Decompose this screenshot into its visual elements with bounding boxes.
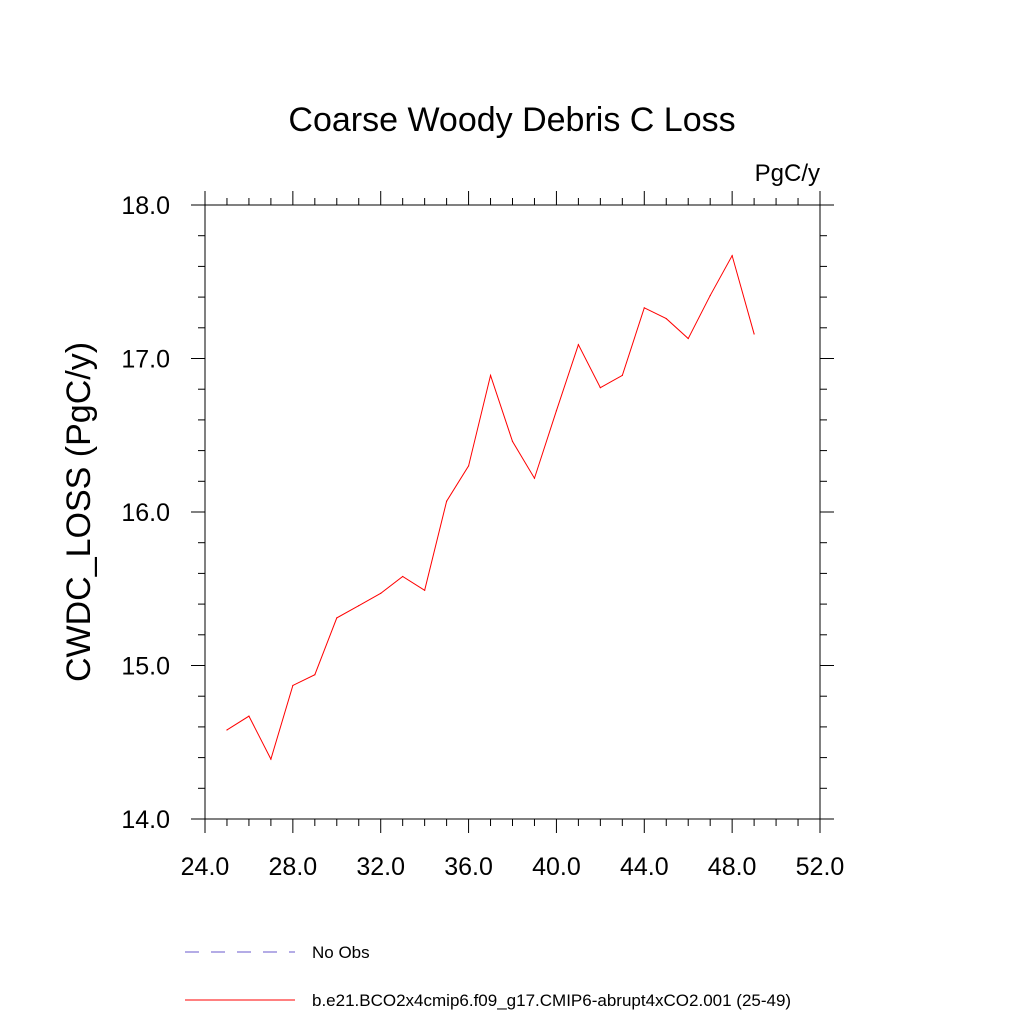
data-point (467, 465, 470, 467)
data-point (599, 387, 601, 389)
y-tick-label: 14.0 (121, 806, 170, 834)
legend: No Obs b.e21.BCO2x4cmip6.f09_g17.CMIP6-ab… (185, 943, 791, 1010)
legend-label: b.e21.BCO2x4cmip6.f09_g17.CMIP6-abrupt4x… (312, 991, 791, 1010)
data-point (446, 500, 448, 502)
y-tick-label: 15.0 (121, 653, 170, 681)
x-tick-label: 32.0 (356, 853, 405, 881)
x-tick-label: 52.0 (796, 853, 845, 881)
data-point (336, 617, 338, 619)
data-point (270, 758, 272, 760)
data-point (248, 715, 250, 717)
x-tick-label: 28.0 (269, 853, 318, 881)
data-point (555, 410, 558, 412)
series-line (226, 254, 755, 761)
chart-title: Coarse Woody Debris C Loss (288, 101, 735, 139)
data-point (292, 684, 294, 687)
data-point (226, 729, 228, 731)
data-point (511, 440, 514, 442)
data-point (665, 317, 667, 320)
units-label: PgC/y (755, 160, 820, 187)
data-point (709, 294, 711, 297)
data-point (577, 344, 579, 346)
x-tick-label: 40.0 (532, 853, 581, 881)
y-tick-label: 18.0 (121, 192, 170, 220)
data-point (753, 333, 755, 335)
data-point (489, 374, 492, 376)
plot-frame (204, 204, 821, 820)
data-point (621, 374, 623, 376)
data-point (358, 605, 360, 607)
y-tick-label: 17.0 (121, 346, 170, 374)
y-tick-label: 16.0 (121, 499, 170, 527)
plot-area (226, 254, 755, 761)
data-point (643, 307, 645, 309)
plot-axes: 24.0 28.0 32.0 36.0 40.0 44.0 48.0 52.0 14.0 15.0… (121, 191, 844, 881)
legend-label: No Obs (312, 943, 370, 962)
data-point (402, 575, 404, 578)
x-tick-label: 44.0 (620, 853, 669, 881)
x-tick-label: 36.0 (444, 853, 493, 881)
data-point (424, 589, 426, 591)
x-tick-label: 48.0 (708, 853, 757, 881)
data-point (314, 674, 316, 676)
data-point (533, 477, 536, 479)
x-tick-label: 24.0 (181, 853, 230, 881)
y-axis-label: CWDC_LOSS (PgC/y) (60, 342, 98, 682)
data-point (731, 255, 733, 257)
data-point (380, 592, 382, 594)
data-point (687, 337, 689, 340)
